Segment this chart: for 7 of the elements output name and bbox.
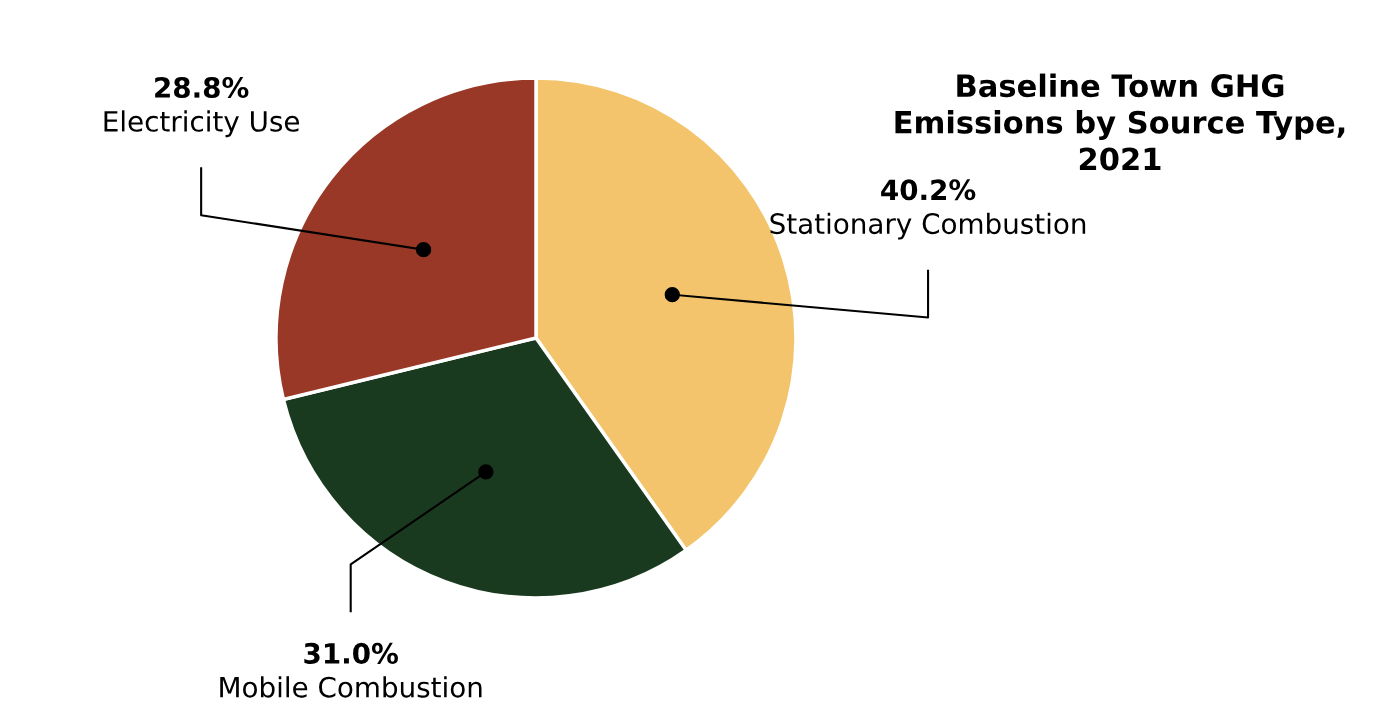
text: Baseline Town GHG Emissions by Source Type, 2021	[895, 73, 1345, 171]
data-label: 31.0%	[304, 642, 398, 664]
data-label: 28.8%	[155, 77, 249, 99]
slice-label: Electricity Use	[104, 110, 300, 138]
slice-label: Mobile Combustion	[220, 676, 482, 698]
data-label: 40.2%	[881, 179, 976, 201]
slice-label: Stationary Combustion	[770, 212, 1086, 240]
